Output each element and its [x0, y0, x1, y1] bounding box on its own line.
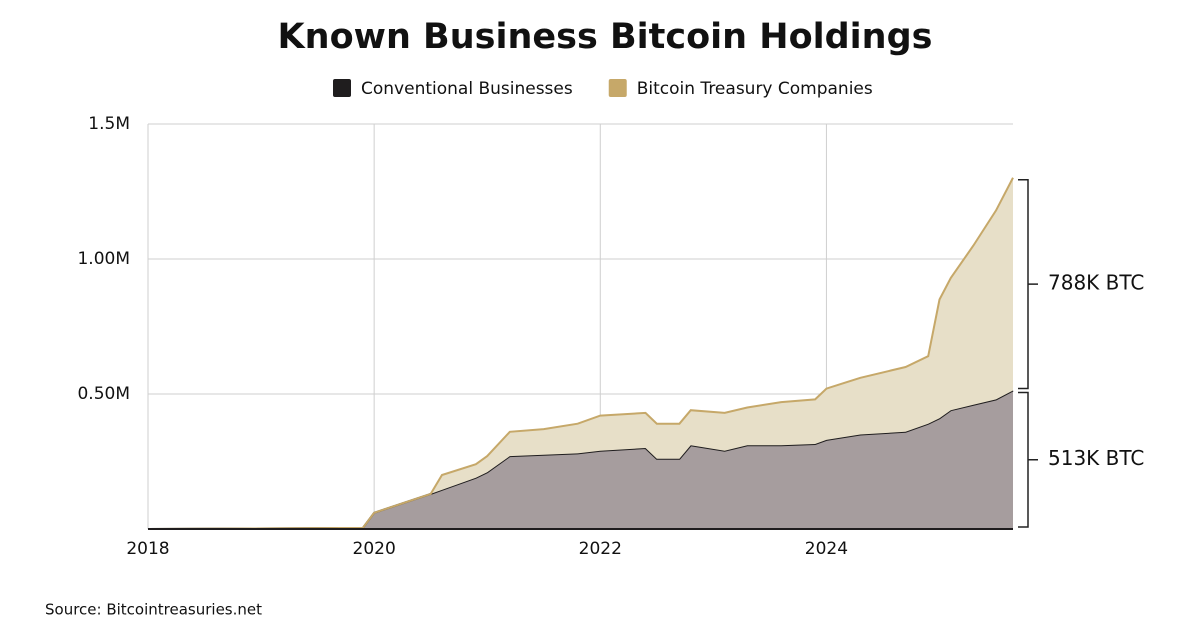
- chart-title: Known Business Bitcoin Holdings: [278, 17, 933, 57]
- area-line: [147, 177, 1014, 530]
- bracket: [1018, 391, 1038, 528]
- y-tick-label: 0.50M: [77, 384, 130, 404]
- y-tick-label: 1.00M: [77, 249, 130, 269]
- x-tick-label: 2022: [579, 539, 622, 559]
- y-tick-label: 1.5M: [88, 114, 130, 134]
- x-tick-label: 2020: [353, 539, 396, 559]
- x-tick-label: 2024: [805, 539, 848, 559]
- legend-label: Conventional Businesses: [361, 79, 573, 99]
- annotation: 788K BTC: [1048, 271, 1144, 295]
- source-note: Source: Bitcointreasuries.net: [45, 601, 262, 619]
- legend-label: Bitcoin Treasury Companies: [637, 79, 873, 99]
- legend-swatch: [333, 79, 351, 97]
- bracket: [1018, 178, 1038, 390]
- area: [148, 177, 1013, 530]
- x-tick-label: 2018: [126, 539, 169, 559]
- annotation: 513K BTC: [1048, 446, 1144, 470]
- legend-swatch: [608, 79, 627, 97]
- area: [148, 390, 1013, 529]
